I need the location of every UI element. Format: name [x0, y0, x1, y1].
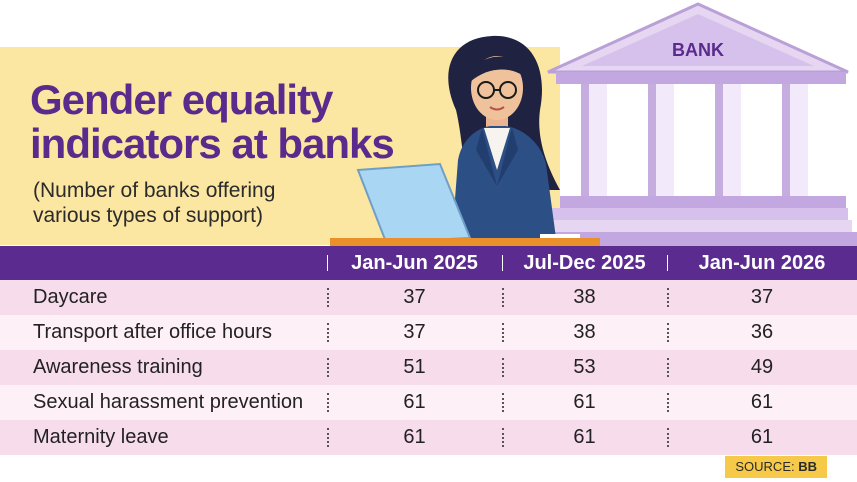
cell-value: 38: [502, 315, 667, 350]
cell-value: 38: [502, 280, 667, 315]
table-row: Sexual harassment prevention 61 61 61: [0, 385, 857, 420]
subtitle-line-1: (Number of banks offering: [33, 179, 276, 202]
row-label: Sexual harassment prevention: [0, 385, 327, 420]
desk-icon: [330, 234, 600, 246]
cell-value: 51: [327, 350, 502, 385]
table-header-row: Jan-Jun 2025 Jul-Dec 2025 Jan-Jun 2026: [0, 246, 857, 280]
illustration: BANK: [330, 2, 857, 246]
cell-value: 61: [502, 385, 667, 420]
source-prefix: SOURCE:: [735, 459, 799, 474]
cell-value: 53: [502, 350, 667, 385]
cell-value: 37: [667, 280, 857, 315]
cell-value: 37: [327, 280, 502, 315]
source-badge: SOURCE: BB: [725, 456, 827, 478]
cell-value: 61: [667, 385, 857, 420]
cell-value: 61: [667, 420, 857, 455]
table-row: Transport after office hours 37 38 36: [0, 315, 857, 350]
cell-value: 49: [667, 350, 857, 385]
source-name: BB: [798, 459, 817, 474]
table-row: Daycare 37 38 37: [0, 280, 857, 315]
woman-at-laptop-icon: [448, 35, 560, 238]
cell-value: 37: [327, 315, 502, 350]
row-label: Awareness training: [0, 350, 327, 385]
cell-value: 61: [327, 420, 502, 455]
table-row: Awareness training 51 53 49: [0, 350, 857, 385]
cell-value: 36: [667, 315, 857, 350]
bank-building-icon: [516, 2, 857, 246]
title-line-1: Gender equality: [30, 76, 333, 123]
data-table: Jan-Jun 2025 Jul-Dec 2025 Jan-Jun 2026 D…: [0, 246, 857, 455]
column-header-label: [0, 246, 327, 280]
bank-label: BANK: [672, 40, 724, 60]
page-title: Gender equality indicators at banks: [30, 76, 395, 167]
subtitle: (Number of banks offering various types …: [33, 178, 275, 228]
row-label: Transport after office hours: [0, 315, 327, 350]
table-row: Maternity leave 61 61 61: [0, 420, 857, 455]
row-label: Maternity leave: [0, 420, 327, 455]
column-header-jan-jun-2025: Jan-Jun 2025: [327, 246, 502, 280]
cell-value: 61: [327, 385, 502, 420]
column-header-jul-dec-2025: Jul-Dec 2025: [502, 246, 667, 280]
column-header-jan-jun-2026: Jan-Jun 2026: [667, 246, 857, 280]
title-line-2: indicators at banks: [30, 120, 395, 167]
row-label: Daycare: [0, 280, 327, 315]
cell-value: 61: [502, 420, 667, 455]
subtitle-line-2: various types of support): [33, 204, 263, 227]
